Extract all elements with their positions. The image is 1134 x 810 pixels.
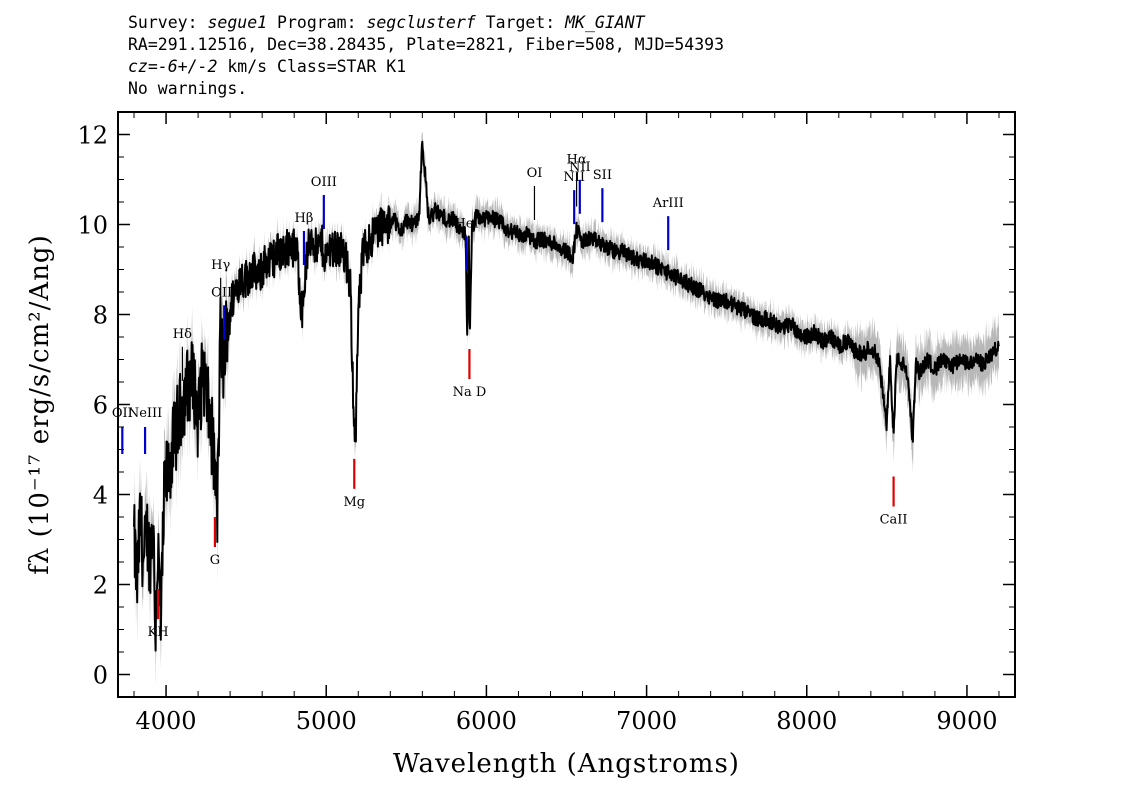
x-tick-label: 7000 [616, 707, 677, 735]
spectral-line-label: HeI [454, 216, 478, 231]
x-tick-label: 5000 [296, 707, 357, 735]
target-label: Target: [475, 13, 566, 32]
spectral-line-1: NeIII [128, 406, 162, 454]
spectral-line-15: G [210, 517, 220, 568]
spectral-line-10: Hα [567, 153, 587, 207]
y-axis-label: fλ (10⁻¹⁷ erg/s/cm²/Ang) [25, 234, 55, 574]
spectral-line-12: SII [593, 168, 612, 223]
cz-label: cz [128, 57, 148, 76]
spectral-line-8: OI [527, 166, 543, 220]
spectral-line-16: Mg [343, 458, 365, 510]
spectral-line-13: ArIII [652, 196, 684, 251]
spectral-line-label: Hβ [295, 211, 314, 226]
spectral-line-label: CaII [880, 513, 908, 528]
spectral-line-6: OIII [311, 175, 337, 229]
y-tick-label: 0 [93, 662, 108, 690]
spectral-line-2: Hδ [173, 327, 192, 381]
coordinates-line: RA=291.12516, Dec=38.28435, Plate=2821, … [128, 35, 725, 54]
spectral-line-label: Hγ [211, 258, 230, 273]
spectral-line-label: OIII [311, 175, 337, 190]
survey-line: Survey: segue1 Program: segclusterf Targ… [128, 12, 724, 34]
plot-frame [117, 111, 1016, 698]
axis-ticks: 4000 5000 6000 7000 8000 9000 0 2 4 6 8 10 12 [77, 111, 1015, 735]
program-label: Program: [267, 13, 367, 32]
spectral-line-label: KH [148, 625, 169, 640]
spectral-line-label: Hδ [173, 327, 192, 342]
y-tick-label: 6 [93, 392, 108, 420]
x-tick-label: 9000 [936, 707, 997, 735]
x-tick-label: 8000 [776, 707, 837, 735]
x-tick-label: 6000 [456, 707, 517, 735]
spectral-line-label: G [210, 553, 220, 568]
spectral-line-3: Hγ [211, 258, 230, 312]
spectral-line-label: NII [569, 160, 591, 175]
spectral-line-7: HeI [454, 216, 479, 271]
class-value: km/s Class=STAR K1 [217, 57, 407, 76]
error-band-area [134, 132, 999, 688]
y-tick-label: 4 [93, 482, 108, 510]
program-value: segclusterf [366, 13, 476, 32]
spectral-line-label: ArIII [652, 196, 684, 211]
y-tick-label: 12 [77, 122, 108, 150]
spectral-line-4: OIII [211, 285, 237, 340]
spectral-line-label: Na D [453, 385, 487, 400]
spectral-line-label: NeIII [128, 406, 162, 421]
spectral-line-label: Mg [343, 495, 365, 510]
error-band [134, 132, 999, 688]
target-value: MK_GIANT [565, 13, 645, 32]
spectral-line-5: Hβ [295, 211, 314, 265]
x-tick-label: 4000 [136, 707, 197, 735]
spectral-line-label: Hα [567, 153, 587, 168]
y-tick-label: 8 [93, 302, 108, 330]
spectral-line-label: SII [593, 168, 612, 183]
cz-value: =-6+/-2 [147, 57, 218, 76]
spectrum-header: Survey: segue1 Program: segclusterf Targ… [128, 12, 724, 100]
spectral-line-label: OIII [211, 285, 237, 300]
warnings-line: No warnings. [128, 79, 248, 98]
spectral-line-label: OI [527, 166, 543, 181]
survey-value: segue1 [207, 13, 268, 32]
y-tick-label: 10 [77, 212, 108, 240]
y-tick-label: 2 [93, 572, 108, 600]
spectral-line-9: NII [563, 170, 585, 225]
x-axis-label: Wavelength (Angstroms) [393, 749, 740, 779]
spectral-line-18: CaII [880, 476, 908, 528]
spectral-line-11: NII [569, 160, 591, 214]
survey-label: Survey: [128, 13, 208, 32]
redshift-line: cz=-6+/-2 km/s Class=STAR K1 [128, 56, 724, 78]
flux-line [133, 140, 1000, 652]
spectral-line-17: Na D [453, 349, 487, 400]
spectral-line-14: KH [148, 589, 169, 640]
flux-series [133, 140, 1000, 652]
